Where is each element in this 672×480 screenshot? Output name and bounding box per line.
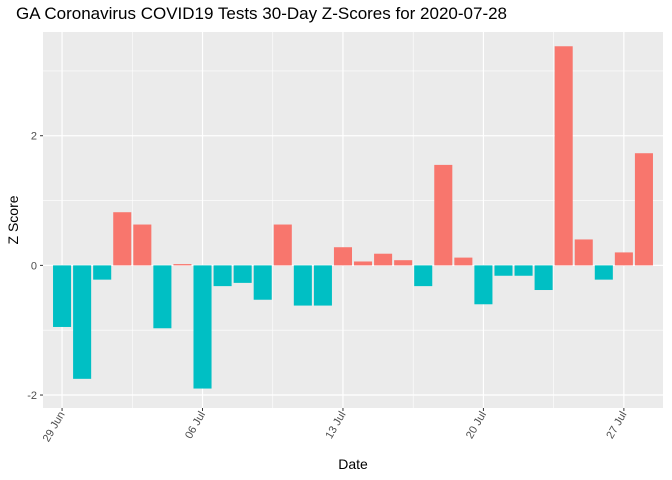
bar [53,265,72,327]
bar [634,153,653,266]
bar [253,265,272,300]
x-tick-label: 29 Jun [41,410,68,445]
bar [494,265,513,276]
bar [414,265,433,287]
bar [594,265,613,280]
y-tick-label: 2 [31,131,37,143]
x-tick-label: 13 Jul [323,410,348,441]
bar [113,212,132,266]
x-axis: 29 Jun 06 Jul 13 Jul 20 Jul 27 Jul [41,408,629,445]
y-tick-label: 0 [31,260,37,272]
bar [273,224,292,266]
bar [193,265,212,389]
bar [474,265,493,305]
bar [394,260,413,266]
y-axis: -2 0 2 [27,131,43,402]
bar [153,265,172,329]
bar [213,265,232,287]
bar [374,253,393,266]
bar [614,252,633,266]
bar [434,164,453,266]
x-axis-label: Date [338,456,368,472]
bar [233,265,252,283]
x-tick-label: 27 Jul [604,410,629,441]
bar [173,264,192,266]
bar [514,265,533,276]
bar [93,265,112,280]
bar [534,265,553,291]
x-tick-label: 20 Jul [464,410,489,441]
bars [53,46,653,389]
bar [73,265,92,379]
bar [354,261,373,266]
bar [454,257,473,266]
bar [313,265,332,306]
y-axis-label: Z Score [5,195,21,244]
bar [293,265,312,306]
bar [133,224,152,266]
bar [574,239,593,266]
y-tick-label: -2 [27,390,37,402]
bar [333,247,352,266]
x-tick-label: 06 Jul [183,410,208,441]
chart-title: GA Coronavirus COVID19 Tests 30-Day Z-Sc… [16,4,508,23]
bar [554,46,573,266]
